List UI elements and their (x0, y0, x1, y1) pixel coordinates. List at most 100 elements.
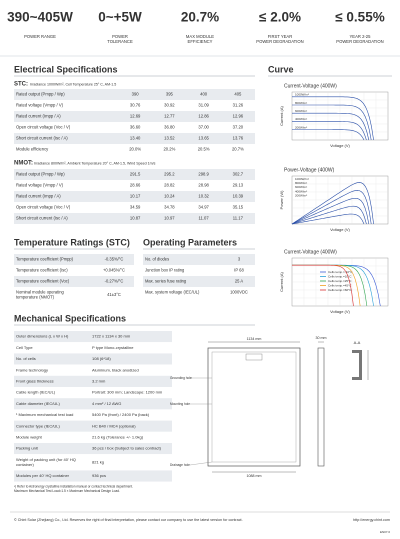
table-cell: 13.76 (233, 136, 244, 141)
table-cell: 4 mm² / 12 AWG (92, 401, 121, 406)
footer-copyright: © Chint Solar (Zhejiang) Co., Ltd. Reser… (14, 518, 243, 522)
table-cell: 36.60 (130, 125, 141, 130)
table-cell: 390 (132, 92, 140, 97)
table-cell: Max. system voltage (IEC/UL) (145, 290, 200, 295)
table-cell: 34.59 (130, 205, 141, 210)
axis-label: Current (A) (279, 271, 284, 291)
table-cell: 10.17 (130, 194, 141, 199)
module-drawing (189, 341, 369, 473)
table-row-bg (14, 122, 255, 133)
table-cell: 30.92 (164, 103, 175, 108)
table-cell: 12.96 (233, 114, 244, 119)
table-row-bg (14, 470, 172, 482)
table-cell: 21.6 kg (Tolerance +/- 1.0kg) (92, 434, 144, 439)
stat-value: ≤ 0.55% (335, 10, 384, 25)
axis-label: Power (W) (279, 190, 284, 210)
table-cell: Temperature coefficient (Voc) (16, 279, 70, 284)
section-title: Curve (268, 64, 294, 74)
stat-value: 20.7% (181, 10, 219, 25)
section-title: Electrical Specifications (14, 64, 118, 74)
condition-label: STC: (14, 82, 28, 88)
table-row-bg (14, 331, 172, 343)
table-cell: Rated current (Impp / A) (16, 114, 61, 119)
curve (292, 96, 374, 141)
table-cell: 10.87 (130, 216, 141, 221)
leader-line (189, 461, 213, 466)
table-cell: 25 A (235, 279, 243, 284)
stat-label: POWER (112, 34, 128, 39)
table-cell: -0.27%/°C (105, 279, 124, 284)
dimension-label: 1088 mm (247, 474, 262, 478)
curve (292, 104, 372, 141)
table-row-bg (143, 254, 255, 265)
table-cell: 405 (234, 92, 242, 97)
table-cell: 10.24 (164, 194, 175, 199)
table-row-bg (14, 169, 255, 180)
table-cell: IP 68 (234, 268, 244, 273)
stat-label: MAX MODULE (186, 34, 214, 39)
curve (292, 121, 367, 141)
stat-value: 0~+5W (98, 10, 142, 25)
table-cell: Temperature coefficient (Isc) (16, 268, 68, 273)
curve (291, 205, 367, 225)
legend-label: 600W/m² (295, 109, 307, 113)
table-cell: 13.65 (198, 136, 209, 141)
frame-section (352, 350, 362, 380)
table-row-bg (143, 287, 255, 298)
table-cell: 821 kg (92, 459, 104, 464)
table-cell: P type Mono-crystalline (92, 345, 134, 350)
chart-title: Current-Voltage (400W) (284, 249, 337, 255)
stat-label: POWER DEGRADATION (336, 39, 383, 44)
table-cell: Front glass thickness (16, 378, 54, 383)
table-row-bg (14, 276, 134, 287)
table-row-bg (14, 180, 255, 191)
table-cell: 302.7 (233, 172, 244, 177)
panel-inner (211, 351, 297, 463)
hole-label: Grounding hole (170, 376, 192, 380)
table-cell: 1000VDC (230, 290, 248, 295)
table-cell: 108 (6*18) (92, 356, 111, 361)
table-cell: 295.2 (164, 172, 175, 177)
stat-value: 390~405W (7, 10, 73, 25)
table-row-bg (14, 398, 172, 410)
condition-label: NMOT: (14, 161, 33, 167)
table-row-bg (14, 191, 255, 202)
table-cell: 3.2 mm (92, 378, 106, 383)
table-cell: ¹ Maximum mechanical test load (16, 412, 73, 417)
table-cell: 20.7% (232, 147, 244, 152)
table-cell: Module efficiency (16, 147, 49, 152)
table-cell: No. of cells (16, 356, 36, 361)
table-cell: Rated current (Impp / A) (16, 194, 61, 199)
table-cell: 10.39 (233, 194, 244, 199)
table-cell: 13.52 (164, 136, 175, 141)
table-cell: 1722 x 1134 x 30 mm (92, 334, 131, 339)
table-cell: 936 pcs (92, 473, 106, 478)
table-cell: 34.97 (198, 205, 209, 210)
table-cell: Rated output (Pmpp / Wp) (16, 92, 65, 97)
table-cell: Junction box IP rating (145, 268, 185, 273)
table-cell: 20.2% (163, 147, 175, 152)
section-title: Mechanical Specifications (14, 313, 126, 323)
hole-label: Mounting hole (170, 402, 190, 406)
table-cell: 3 (238, 257, 241, 262)
table-cell: 31.26 (233, 103, 244, 108)
table-row-bg (14, 342, 172, 354)
table-row-bg (14, 254, 134, 265)
table-row-bg (14, 144, 255, 155)
table-cell: HC B40 / MC4 (optional) (92, 423, 136, 428)
section-title: Operating Parameters (143, 237, 237, 247)
table-cell: 28.82 (164, 183, 175, 188)
table-cell: 36.80 (164, 125, 175, 130)
table-row-bg (14, 431, 172, 443)
axis-label: Voltage (V) (330, 227, 350, 232)
table-cell: Packing unit (16, 446, 39, 451)
table-cell: 10.32 (198, 194, 209, 199)
legend-label: 200W/m² (295, 125, 307, 129)
curve (291, 190, 372, 225)
table-row-bg (14, 353, 172, 365)
legend-label: Cells temp.=60°C (328, 288, 352, 292)
stat-label: FIRST YEAR (268, 34, 293, 39)
table-cell: 20.0% (129, 147, 141, 152)
table-cell: Open circuit voltage (Voc / V) (16, 125, 71, 130)
table-row-bg (143, 265, 255, 276)
